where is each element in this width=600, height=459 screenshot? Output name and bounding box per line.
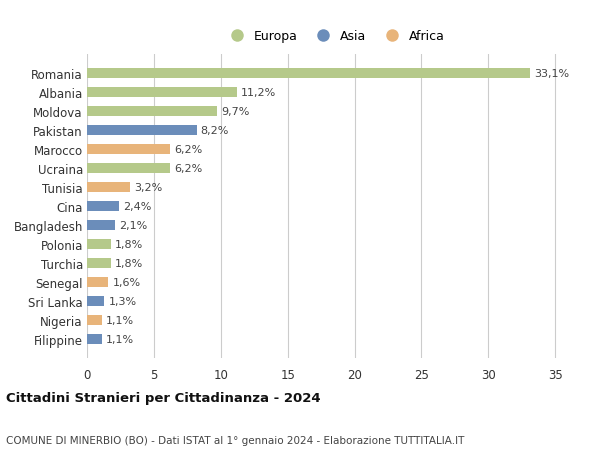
- Bar: [87, 106, 217, 117]
- Legend: Europa, Asia, Africa: Europa, Asia, Africa: [219, 25, 450, 48]
- Text: 2,4%: 2,4%: [123, 202, 151, 212]
- Text: 9,7%: 9,7%: [221, 107, 249, 117]
- Bar: [87, 315, 102, 325]
- Text: 6,2%: 6,2%: [174, 145, 202, 155]
- Text: 1,1%: 1,1%: [106, 315, 134, 325]
- Text: 3,2%: 3,2%: [134, 183, 162, 193]
- Bar: [87, 220, 115, 231]
- Bar: [87, 145, 170, 155]
- Text: COMUNE DI MINERBIO (BO) - Dati ISTAT al 1° gennaio 2024 - Elaborazione TUTTITALI: COMUNE DI MINERBIO (BO) - Dati ISTAT al …: [6, 435, 464, 445]
- Bar: [87, 163, 170, 174]
- Bar: [87, 126, 197, 136]
- Bar: [87, 239, 111, 250]
- Text: 6,2%: 6,2%: [174, 164, 202, 174]
- Text: 2,1%: 2,1%: [119, 220, 148, 230]
- Bar: [87, 182, 130, 193]
- Text: Cittadini Stranieri per Cittadinanza - 2024: Cittadini Stranieri per Cittadinanza - 2…: [6, 391, 320, 404]
- Bar: [87, 202, 119, 212]
- Bar: [87, 296, 104, 307]
- Text: 1,6%: 1,6%: [112, 277, 140, 287]
- Text: 11,2%: 11,2%: [241, 88, 276, 98]
- Bar: [87, 277, 109, 287]
- Bar: [87, 258, 111, 269]
- Text: 8,2%: 8,2%: [201, 126, 229, 136]
- Text: 1,1%: 1,1%: [106, 334, 134, 344]
- Bar: [87, 334, 102, 344]
- Text: 33,1%: 33,1%: [534, 69, 569, 79]
- Text: 1,3%: 1,3%: [109, 296, 137, 306]
- Text: 1,8%: 1,8%: [115, 258, 143, 269]
- Bar: [87, 88, 237, 98]
- Text: 1,8%: 1,8%: [115, 240, 143, 249]
- Bar: [87, 69, 530, 79]
